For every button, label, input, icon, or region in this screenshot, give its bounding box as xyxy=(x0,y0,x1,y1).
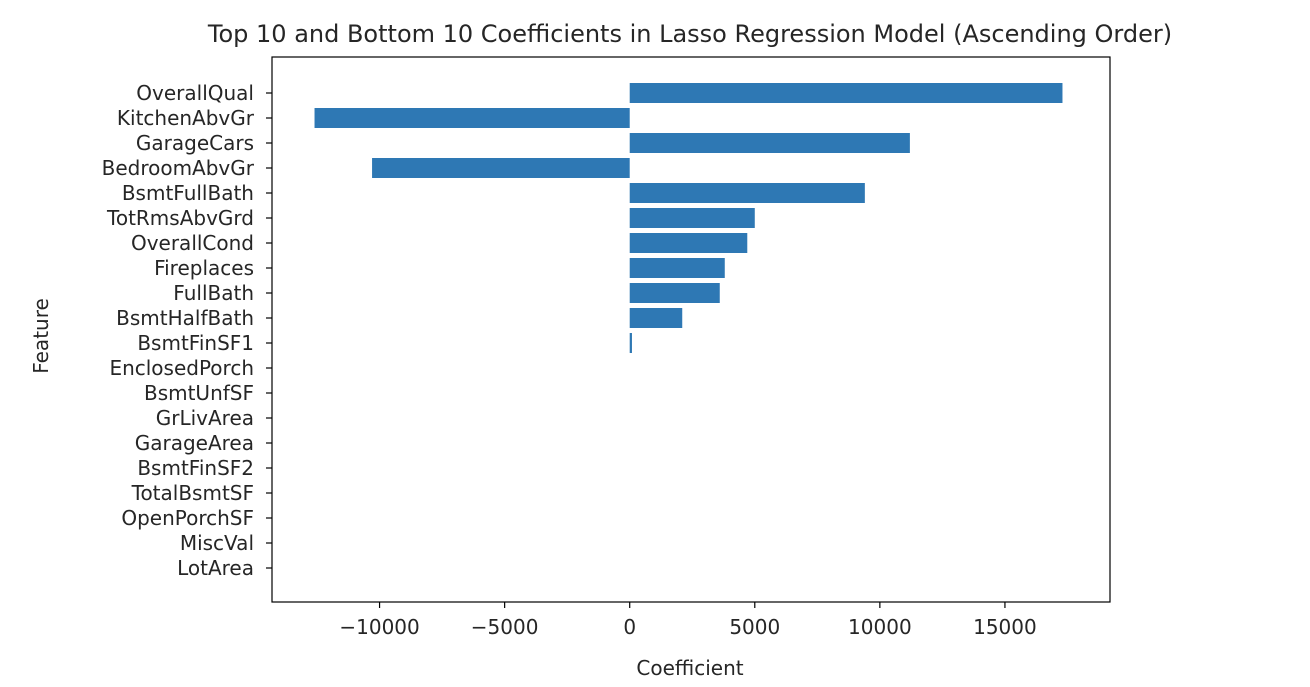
plot-area: OverallQualKitchenAbvGrGarageCarsBedroom… xyxy=(102,56,1111,639)
y-tick-label: BedroomAbvGr xyxy=(102,156,255,180)
bar-garagecars xyxy=(629,133,910,153)
y-tick-label: BsmtHalfBath xyxy=(116,306,254,330)
y-tick-label: OverallQual xyxy=(136,81,254,105)
y-tick-label: Fireplaces xyxy=(154,256,254,280)
chart-title: Top 10 and Bottom 10 Coefficients in Las… xyxy=(207,20,1172,48)
bar-bsmtfinsf1 xyxy=(629,333,632,353)
x-tick-label: 10000 xyxy=(848,615,912,639)
y-tick-label: BsmtFullBath xyxy=(122,181,254,205)
x-axis-label: Coefficient xyxy=(636,656,743,680)
y-tick-label: LotArea xyxy=(177,556,254,580)
bar-overallcond xyxy=(629,233,748,253)
y-tick-label: EnclosedPorch xyxy=(109,356,254,380)
y-axis-label: Feature xyxy=(29,298,53,374)
x-tick-label: 0 xyxy=(623,615,636,639)
bar-bedroomabvgr xyxy=(372,158,630,178)
bar-fireplaces xyxy=(629,258,725,278)
bar-bsmthalfbath xyxy=(629,308,683,328)
y-tick-label: FullBath xyxy=(173,281,254,305)
x-tick-label: −5000 xyxy=(471,615,539,639)
x-tick-label: 5000 xyxy=(729,615,780,639)
y-tick-label: GarageCars xyxy=(136,131,254,155)
y-tick-label: BsmtFinSF2 xyxy=(137,456,254,480)
bar-bsmtfullbath xyxy=(629,183,865,203)
bar-totrmsabvgrd xyxy=(629,208,755,228)
y-tick-label: TotalBsmtSF xyxy=(131,481,254,505)
axes-frame xyxy=(271,56,1111,603)
bar-overallqual xyxy=(629,83,1063,103)
y-tick-label: GrLivArea xyxy=(156,406,254,430)
y-tick-label: GarageArea xyxy=(135,431,254,455)
x-tick-label: 15000 xyxy=(973,615,1037,639)
y-tick-label: BsmtFinSF1 xyxy=(137,331,254,355)
y-tick-label: BsmtUnfSF xyxy=(144,381,254,405)
bar-kitchenabvgr xyxy=(314,108,630,128)
y-tick-label: MiscVal xyxy=(180,531,254,555)
y-tick-label: KitchenAbvGr xyxy=(117,106,255,130)
y-tick-label: OpenPorchSF xyxy=(121,506,254,530)
bar-fullbath xyxy=(629,283,720,303)
y-tick-label: TotRmsAbvGrd xyxy=(106,206,254,230)
y-tick-label: OverallCond xyxy=(131,231,254,255)
x-tick-label: −10000 xyxy=(339,615,419,639)
